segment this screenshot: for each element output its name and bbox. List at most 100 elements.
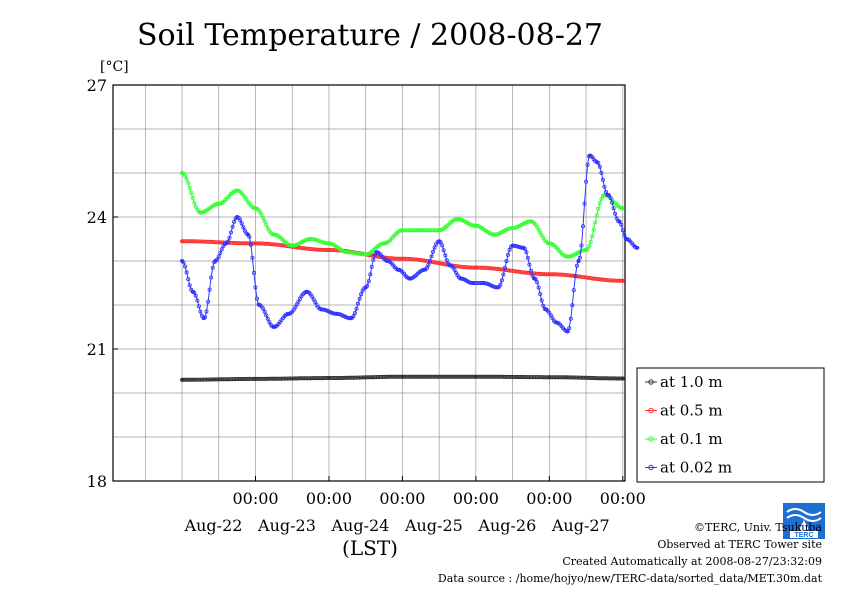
data-marker bbox=[349, 316, 353, 321]
data-marker bbox=[334, 312, 339, 316]
data-marker bbox=[437, 239, 441, 243]
data-point bbox=[366, 279, 371, 284]
data-marker bbox=[459, 276, 463, 281]
series-2 bbox=[180, 239, 625, 283]
data-marker bbox=[620, 376, 625, 381]
data-marker bbox=[547, 241, 552, 246]
legend-entry: at 0.5 m bbox=[645, 402, 723, 420]
data-point bbox=[536, 227, 541, 232]
data-marker bbox=[363, 252, 368, 257]
data-marker bbox=[521, 246, 526, 250]
data-point bbox=[591, 227, 596, 232]
data-marker bbox=[510, 226, 515, 230]
data-point bbox=[251, 270, 256, 275]
data-marker bbox=[455, 217, 460, 221]
data-point bbox=[441, 248, 446, 253]
series-group bbox=[180, 153, 640, 382]
data-marker bbox=[448, 263, 452, 268]
data-marker bbox=[474, 265, 478, 270]
data-marker bbox=[400, 257, 405, 261]
data-marker bbox=[584, 248, 588, 252]
data-point bbox=[524, 250, 529, 255]
data-point bbox=[507, 247, 512, 252]
data-point bbox=[527, 262, 532, 267]
data-marker bbox=[213, 259, 217, 263]
x-tick-date: Aug-25 bbox=[404, 516, 463, 535]
data-point bbox=[239, 221, 244, 226]
data-point bbox=[426, 262, 431, 267]
data-point bbox=[209, 275, 214, 280]
x-tick-time: 00:00 bbox=[526, 489, 572, 508]
data-point bbox=[227, 235, 232, 240]
terc-logo: TERC bbox=[783, 503, 825, 539]
data-point bbox=[538, 291, 543, 296]
data-marker bbox=[253, 206, 258, 210]
data-point bbox=[440, 243, 445, 248]
data-marker bbox=[308, 237, 313, 241]
data-point bbox=[573, 273, 578, 278]
data-point bbox=[444, 258, 449, 263]
data-point bbox=[265, 316, 270, 321]
data-point bbox=[429, 254, 434, 259]
data-point bbox=[241, 225, 246, 230]
data-point bbox=[359, 292, 364, 297]
data-point bbox=[368, 272, 373, 277]
data-marker bbox=[620, 279, 625, 283]
data-point bbox=[539, 298, 544, 303]
data-point bbox=[354, 306, 359, 311]
data-marker bbox=[418, 228, 423, 232]
data-point bbox=[189, 190, 194, 195]
data-point bbox=[504, 259, 509, 264]
data-marker bbox=[602, 193, 607, 197]
data-point bbox=[619, 222, 624, 227]
data-marker bbox=[180, 171, 184, 175]
data-point bbox=[608, 196, 613, 201]
data-point bbox=[216, 254, 221, 259]
data-point bbox=[587, 244, 592, 249]
data-point bbox=[529, 268, 534, 273]
data-marker bbox=[422, 268, 427, 272]
y-tick-label: 21 bbox=[87, 340, 107, 359]
data-marker bbox=[191, 290, 195, 294]
data-point bbox=[502, 265, 507, 270]
legend-marker bbox=[648, 379, 654, 385]
data-point bbox=[536, 285, 541, 290]
data-point bbox=[611, 206, 616, 211]
data-marker bbox=[286, 312, 291, 316]
data-marker bbox=[272, 232, 276, 237]
data-marker bbox=[587, 153, 592, 158]
legend-entry: at 0.02 m bbox=[645, 459, 732, 477]
data-marker bbox=[400, 374, 405, 379]
data-marker bbox=[606, 193, 610, 197]
data-marker bbox=[529, 219, 533, 224]
data-marker bbox=[198, 210, 203, 215]
data-point bbox=[250, 255, 255, 260]
data-marker bbox=[474, 374, 478, 379]
data-point bbox=[262, 219, 267, 224]
legend-marker bbox=[648, 436, 654, 442]
data-marker bbox=[374, 250, 379, 254]
x-tick-time: 00:00 bbox=[232, 489, 278, 508]
data-point bbox=[577, 255, 582, 260]
legend-entry: at 1.0 m bbox=[645, 373, 723, 391]
data-point bbox=[193, 204, 198, 209]
y-tick-label: 18 bbox=[87, 472, 107, 491]
data-point bbox=[571, 288, 576, 293]
x-tick-date: Aug-27 bbox=[551, 516, 610, 535]
data-point bbox=[535, 280, 540, 285]
data-point bbox=[238, 218, 243, 223]
data-marker bbox=[235, 215, 239, 219]
data-point bbox=[207, 287, 212, 292]
data-marker bbox=[635, 246, 640, 250]
data-marker bbox=[253, 241, 258, 246]
data-marker bbox=[180, 378, 184, 382]
data-marker bbox=[543, 307, 548, 312]
data-marker bbox=[407, 276, 412, 281]
data-point bbox=[183, 173, 188, 178]
data-marker bbox=[565, 329, 570, 334]
data-point bbox=[585, 162, 590, 167]
data-point bbox=[499, 278, 504, 283]
data-point bbox=[184, 176, 189, 181]
data-point bbox=[541, 303, 546, 308]
